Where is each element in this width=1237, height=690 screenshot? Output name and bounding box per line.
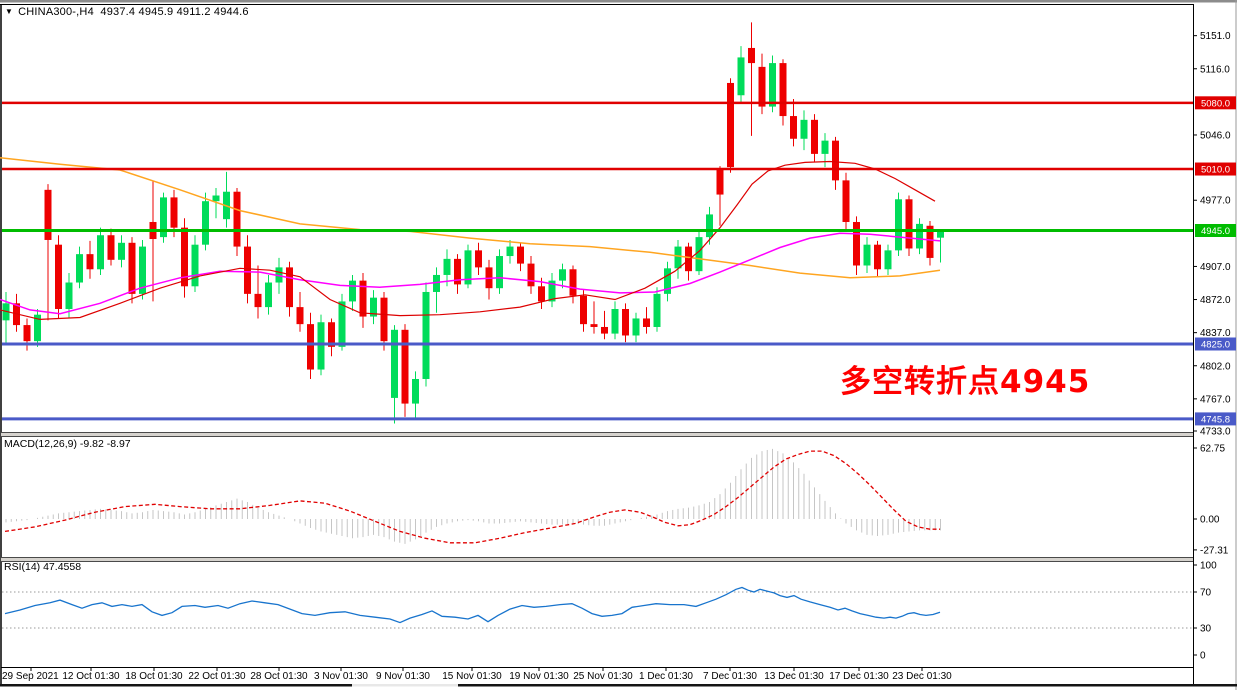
svg-text:4872.0: 4872.0 (1200, 295, 1231, 306)
svg-text:0.00: 0.00 (1200, 515, 1220, 526)
svg-text:5010.0: 5010.0 (1201, 165, 1230, 176)
svg-text:0: 0 (1200, 651, 1206, 662)
chart-ohlc-values: 4937.4 4945.9 4911.2 4944.6 (100, 6, 249, 18)
price-badge-5010.0: 5010.0 (1195, 162, 1236, 176)
svg-text:4907.0: 4907.0 (1200, 262, 1231, 273)
chart-symbol-period: CHINA300-,H4 (18, 6, 94, 18)
svg-text:30: 30 (1200, 624, 1212, 635)
time-axis-label: 28 Oct 01:30 (250, 671, 308, 682)
ma-orange-line (0, 156, 941, 279)
symbol-dropdown-icon[interactable]: ▼ (5, 7, 14, 16)
level-lines (2, 101, 1193, 421)
svg-text:5116.0: 5116.0 (1200, 64, 1230, 75)
svg-text:4733.0: 4733.0 (1200, 427, 1231, 438)
svg-text:4945.0: 4945.0 (1201, 226, 1230, 237)
time-axis-label: 7 Dec 01:30 (703, 671, 757, 682)
time-axis-label: 13 Dec 01:30 (764, 671, 824, 682)
svg-text:4977.0: 4977.0 (1200, 196, 1231, 207)
candlestick-series (2, 22, 944, 424)
time-axis-label: 15 Nov 01:30 (442, 671, 502, 682)
svg-text:4767.0: 4767.0 (1200, 394, 1231, 405)
time-axis-label: 9 Nov 01:30 (376, 671, 430, 682)
price-badge-4745.8: 4745.8 (1195, 412, 1236, 426)
time-axis-label: 22 Oct 01:30 (188, 671, 246, 682)
time-axis-label: 1 Dec 01:30 (639, 671, 693, 682)
macd-panel: 62.75 0.00 -27.31 (4, 443, 1229, 556)
svg-text:5046.0: 5046.0 (1200, 130, 1231, 141)
svg-text:5151.0: 5151.0 (1200, 31, 1231, 42)
macd-indicator-label: MACD(12,26,9) -9.82 -8.97 (4, 438, 131, 450)
price-badge-4825.0: 4825.0 (1195, 337, 1236, 351)
svg-text:4825.0: 4825.0 (1201, 339, 1230, 350)
time-axis: 29 Sep 2021 12 Oct 01:30 18 Oct 01:30 22 Oc… (2, 667, 952, 682)
time-axis-label: 29 Sep 2021 (2, 671, 59, 682)
rsi-line (4, 586, 941, 624)
bottom-scrollbar-gap[interactable] (352, 684, 458, 687)
svg-text:62.75: 62.75 (1200, 443, 1225, 454)
svg-text:4745.8: 4745.8 (1201, 414, 1230, 425)
macd-signal-line (4, 450, 940, 544)
rsi-panel: 100 70 30 0 (2, 561, 1217, 662)
svg-text:4802.0: 4802.0 (1200, 361, 1231, 372)
time-axis-label: 18 Oct 01:30 (125, 671, 183, 682)
svg-text:100: 100 (1200, 561, 1217, 572)
annotation-text: 多空转折点4945 (840, 364, 1091, 400)
time-axis-label: 19 Nov 01:30 (509, 671, 569, 682)
time-axis-label: 23 Dec 01:30 (892, 671, 952, 682)
price-badge-4945.0: 4945.0 (1195, 224, 1236, 237)
time-axis-label: 17 Dec 01:30 (829, 671, 889, 682)
rsi-indicator-label: RSI(14) 47.4558 (4, 561, 82, 573)
svg-text:-27.31: -27.31 (1200, 545, 1229, 556)
svg-text:5080.0: 5080.0 (1201, 98, 1230, 109)
svg-text:4837.0: 4837.0 (1200, 328, 1231, 339)
ma-red-line (0, 160, 936, 321)
svg-text:70: 70 (1200, 588, 1212, 599)
price-axis: 5151.0 5116.0 5046.0 4977.0 4907.0 4872.0 4837… (1193, 31, 1236, 438)
ma-magenta-line (0, 232, 941, 315)
time-axis-label: 12 Oct 01:30 (62, 671, 120, 682)
chart-title-bar: ▼ CHINA300-,H4 4937.4 4945.9 4911.2 4944.… (5, 6, 249, 18)
time-axis-label: 3 Nov 01:30 (314, 671, 368, 682)
time-axis-label: 25 Nov 01:30 (573, 671, 633, 682)
price-badge-5080.0: 5080.0 (1195, 96, 1236, 110)
